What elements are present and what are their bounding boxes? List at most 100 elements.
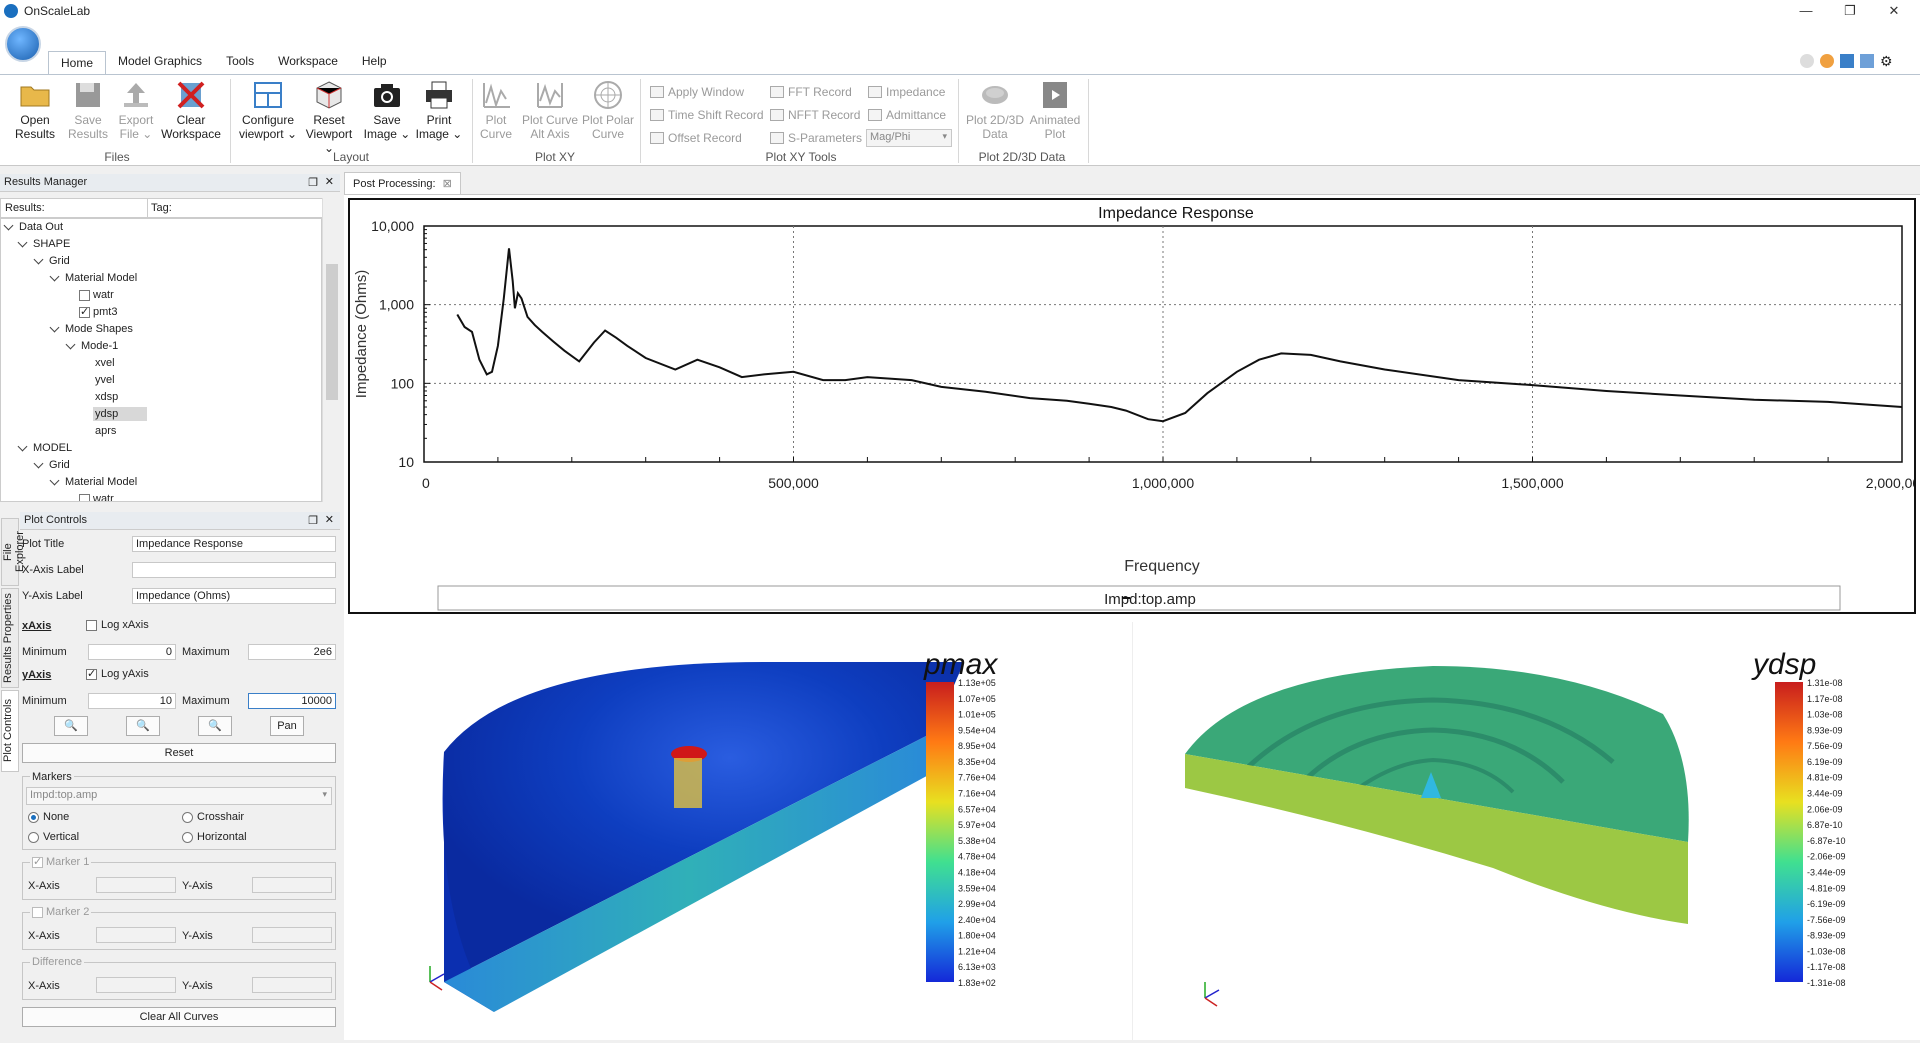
float-panel-icon[interactable]: ❐ — [308, 515, 318, 527]
tab-file-explorer[interactable]: File Explorer — [1, 518, 26, 586]
tree-node-mode-1[interactable]: Mode-1 — [65, 339, 118, 352]
radio[interactable] — [182, 831, 193, 843]
s-parameters-button[interactable]: S-Parameters — [770, 131, 862, 145]
animated-plot-button[interactable]: Animated Plot — [1028, 79, 1082, 141]
plot-2d3d-data-button[interactable]: Plot 2D/3D Data — [962, 79, 1028, 141]
marker2-checkbox[interactable]: Marker 2 — [30, 906, 92, 918]
gear-icon[interactable]: ⚙ — [1880, 53, 1893, 69]
plot-curve-alt-axis-button[interactable]: Plot Curve Alt Axis — [520, 79, 580, 141]
format-select[interactable]: Mag/Phi ▾ — [866, 129, 952, 147]
community-icon[interactable] — [1820, 54, 1834, 68]
tree-node-xvel[interactable]: xvel — [95, 357, 115, 369]
radio[interactable] — [28, 831, 39, 843]
chart-icon[interactable] — [1860, 54, 1874, 68]
marker1-x-input[interactable] — [96, 877, 176, 893]
radio[interactable] — [28, 811, 39, 823]
print-image-button[interactable]: Print Image ⌄ — [414, 79, 464, 141]
checkbox[interactable] — [86, 619, 97, 631]
close-tab-icon[interactable]: ⊠ — [442, 178, 452, 190]
marker2-y-input[interactable] — [252, 927, 332, 943]
radio[interactable] — [182, 811, 193, 823]
tree-node-grid-2[interactable]: Grid — [33, 458, 70, 471]
time-shift-record-button[interactable]: Time Shift Record — [650, 108, 764, 122]
zoom-out-button[interactable]: 🔍 — [126, 716, 160, 736]
radio-vertical[interactable]: Vertical — [28, 831, 79, 843]
tree-node-model[interactable]: MODEL — [17, 441, 72, 454]
impedance-button[interactable]: Impedance — [868, 85, 945, 99]
x-max-input[interactable]: 2e6 — [248, 644, 336, 660]
marker-curve-select[interactable]: Impd:top.amp ▾ — [26, 787, 332, 805]
plot-polar-curve-button[interactable]: Plot Polar Curve — [580, 79, 636, 141]
zoom-in-button[interactable]: 🔍 — [54, 716, 88, 736]
viewport-ydsp[interactable]: ydsp 1.31e-08 1.17e-08 1.03e-08 8.93e-09 7.5… — [1132, 622, 1920, 1040]
y-min-input[interactable]: 10 — [88, 693, 176, 709]
impedance-chart[interactable]: 0 500,000 1,000,000 1,500,000 2,000,000 10,00… — [350, 200, 1914, 612]
tree-scrollbar[interactable] — [322, 198, 340, 502]
clear-all-curves-button[interactable]: Clear All Curves — [22, 1007, 336, 1027]
viewport-pmax[interactable]: pmax 1.13e+05 1.07e+05 1.01e+05 9.54e+04 8.9… — [344, 622, 1130, 1040]
log-y-axis-checkbox[interactable]: Log yAxis — [86, 667, 149, 680]
tree-node-yvel[interactable]: yvel — [95, 374, 115, 386]
tree-node-material-model[interactable]: Material Model — [49, 271, 137, 284]
tree-node-xdsp[interactable]: xdsp — [95, 391, 119, 403]
tab-help[interactable]: Help — [361, 54, 387, 68]
tree-node-material-model-2[interactable]: Material Model — [49, 475, 137, 488]
minimize-button[interactable]: — — [1799, 3, 1813, 18]
nfft-record-button[interactable]: NFFT Record — [770, 108, 860, 122]
save-image-button[interactable]: Save Image ⌄ — [362, 79, 412, 141]
float-panel-icon[interactable]: ❐ — [308, 177, 318, 189]
radio-none[interactable]: None — [28, 811, 69, 823]
checkbox[interactable] — [79, 289, 90, 301]
fft-record-button[interactable]: FFT Record — [770, 85, 852, 99]
y-axis-label-input[interactable]: Impedance (Ohms) — [132, 588, 336, 604]
maximize-button[interactable]: ❐ — [1844, 3, 1856, 18]
tree-node-watr-2[interactable]: watr — [79, 493, 114, 501]
admittance-button[interactable]: Admittance — [868, 108, 946, 122]
marker1-y-input[interactable] — [252, 877, 332, 893]
tab-post-processing[interactable]: Post Processing: ⊠ — [344, 172, 461, 194]
tree-node-data-out[interactable]: Data Out — [3, 220, 63, 233]
reset-button[interactable]: Reset — [22, 743, 336, 763]
reset-viewport-button[interactable]: Reset Viewport ⌄ — [302, 79, 356, 155]
tree-node-shape[interactable]: SHAPE — [17, 237, 70, 250]
scrollbar-thumb[interactable] — [326, 264, 338, 400]
x-axis-label-input[interactable] — [132, 562, 336, 578]
app-menu-button[interactable] — [5, 26, 41, 62]
checkbox[interactable] — [32, 855, 43, 868]
tab-plot-controls[interactable]: Plot Controls — [1, 690, 19, 772]
close-panel-icon[interactable]: ✕ — [324, 514, 334, 526]
marker1-checkbox[interactable]: Marker 1 — [30, 855, 92, 868]
y-max-input[interactable]: 10000 — [248, 693, 336, 709]
tree-node-mode-shapes[interactable]: Mode Shapes — [49, 322, 133, 335]
checkbox[interactable] — [79, 305, 90, 318]
log-x-axis-checkbox[interactable]: Log xAxis — [86, 619, 149, 631]
tab-results-properties[interactable]: Results Properties — [1, 588, 19, 688]
export-file-button[interactable]: Export File ⌄ — [114, 79, 158, 141]
layout-icon[interactable] — [1840, 54, 1854, 68]
marker2-x-input[interactable] — [96, 927, 176, 943]
radio-crosshair[interactable]: Crosshair — [182, 811, 244, 823]
legend-entry[interactable]: Impd:top.amp — [1104, 591, 1196, 608]
tab-model-graphics[interactable]: Model Graphics — [118, 54, 203, 68]
close-panel-icon[interactable]: ✕ — [324, 176, 334, 188]
difference-x-input[interactable] — [96, 977, 176, 993]
pan-button[interactable]: Pan — [270, 716, 304, 736]
offset-record-button[interactable]: Offset Record — [650, 131, 742, 145]
clear-workspace-button[interactable]: Clear Workspace — [160, 79, 222, 141]
x-min-input[interactable]: 0 — [88, 644, 176, 660]
zoom-fit-button[interactable]: 🔍 — [198, 716, 232, 736]
configure-viewport-button[interactable]: Configure viewport ⌄ — [238, 79, 298, 141]
tree-node-aprs[interactable]: aprs — [95, 425, 117, 437]
difference-y-input[interactable] — [252, 977, 332, 993]
help-icon[interactable] — [1800, 54, 1814, 68]
close-window-button[interactable]: ✕ — [1888, 3, 1900, 18]
plot-curve-button[interactable]: Plot Curve — [476, 79, 516, 141]
plot-title-input[interactable]: Impedance Response — [132, 536, 336, 552]
tab-workspace[interactable]: Workspace — [278, 54, 338, 68]
tree-node-grid[interactable]: Grid — [33, 254, 70, 267]
open-results-button[interactable]: Open Results — [12, 79, 58, 141]
checkbox[interactable] — [86, 667, 97, 680]
tree-node-pmt3[interactable]: pmt3 — [79, 305, 117, 318]
tab-tools[interactable]: Tools — [226, 54, 255, 68]
radio-horizontal[interactable]: Horizontal — [182, 831, 247, 843]
